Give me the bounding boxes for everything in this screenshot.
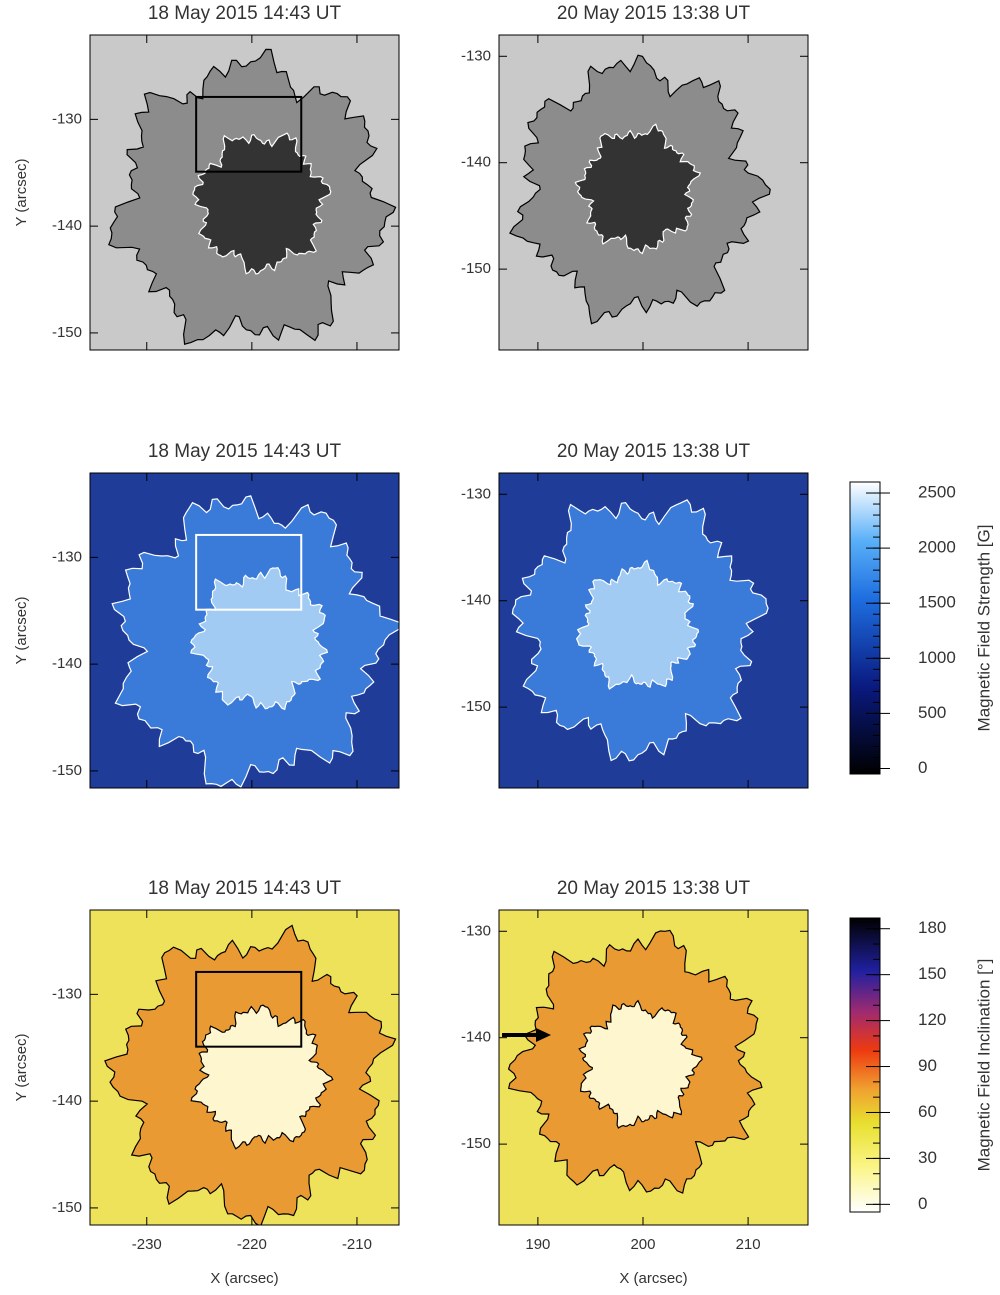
umbra (192, 133, 331, 274)
panel-title: 18 May 2015 14:43 UT (148, 878, 342, 899)
colorbar-tick-label: 180 (918, 918, 946, 937)
frame (498, 472, 809, 789)
outer-contour (509, 54, 771, 325)
x-tick-label: 210 (736, 1236, 761, 1253)
y-tick-label: -140 (52, 1092, 82, 1109)
y-tick-label: -130 (52, 110, 82, 127)
inner-contour (578, 999, 703, 1129)
x-tick-label: 200 (630, 1236, 655, 1253)
colorbar-tick-label: 150 (918, 964, 946, 983)
y-tick-label: -140 (52, 217, 82, 234)
image (499, 35, 808, 350)
panel-title: 20 May 2015 13:38 UT (557, 878, 751, 899)
frame (89, 34, 400, 351)
frame (498, 34, 809, 351)
image (90, 473, 399, 788)
outer-contour (507, 929, 763, 1194)
panel-title: 20 May 2015 13:38 UT (557, 441, 751, 462)
panel-title: 18 May 2015 14:43 UT (148, 3, 342, 24)
colorbar-tick-label: 1000 (918, 648, 956, 667)
y-tick-label: -130 (52, 985, 82, 1002)
y-tick-label: -140 (461, 1029, 491, 1046)
inner-contour (192, 132, 332, 275)
image (90, 35, 399, 350)
outer-contour (108, 48, 397, 345)
umbra (575, 124, 701, 254)
colorbar-tick-label: 30 (918, 1148, 937, 1167)
colorbar-tick-label: 90 (918, 1056, 937, 1075)
colorbar (849, 917, 881, 1213)
arrow-head (536, 1028, 551, 1042)
y-tick-label: -140 (461, 154, 491, 171)
y-tick-label: -130 (461, 922, 491, 939)
colorbar (849, 481, 881, 775)
y-tick-label: -150 (52, 762, 82, 779)
colorbar-label: Magnetic Field Strength [G] (974, 525, 993, 732)
x-axis-label: X (arcsec) (619, 1270, 687, 1287)
y-tick-label: -150 (52, 1199, 82, 1216)
frame (89, 909, 400, 1226)
y-tick-label: -140 (461, 592, 491, 609)
y-tick-label: -150 (52, 324, 82, 341)
colorbar-tick-label: 0 (918, 758, 927, 777)
y-axis-label: Y (arcsec) (13, 596, 30, 664)
umbra (576, 560, 699, 689)
colorbar-tick-label: 2500 (918, 483, 956, 502)
umbra (190, 567, 328, 710)
x-tick-label: -220 (237, 1236, 267, 1253)
region-box (195, 533, 303, 611)
frame (498, 909, 809, 1226)
outer-contour (104, 924, 397, 1225)
y-tick-label: -150 (461, 260, 491, 277)
colorbar-tick-label: 0 (918, 1194, 927, 1213)
inner-contour (190, 567, 329, 711)
inner-contour (574, 123, 702, 255)
frame (89, 472, 400, 789)
colorbar-tick-label: 1500 (918, 593, 956, 612)
umbra (579, 1000, 703, 1128)
x-tick-label: -210 (342, 1236, 372, 1253)
y-tick-label: -130 (461, 485, 491, 502)
panel-title: 18 May 2015 14:43 UT (148, 441, 342, 462)
y-axis-label: Y (arcsec) (13, 1033, 30, 1101)
x-axis-label: X (arcsec) (210, 1270, 278, 1287)
y-tick-label: -140 (52, 655, 82, 672)
region-box (195, 970, 303, 1048)
colorbar-tick-label: 500 (918, 703, 946, 722)
outer-contour (111, 495, 399, 788)
umbra (191, 1005, 333, 1149)
image (499, 910, 808, 1225)
inner-contour (190, 1004, 334, 1150)
panel-title: 20 May 2015 13:38 UT (557, 3, 751, 24)
y-tick-label: -130 (461, 47, 491, 64)
colorbar-tick-label: 2000 (918, 538, 956, 557)
colorbar-tick-label: 120 (918, 1010, 946, 1029)
inner-contour (575, 559, 700, 690)
x-tick-label: 190 (525, 1236, 550, 1253)
y-tick-label: -150 (461, 698, 491, 715)
image (499, 473, 808, 788)
y-tick-label: -150 (461, 1135, 491, 1152)
region-box (195, 95, 303, 173)
y-axis-label: Y (arcsec) (13, 158, 30, 226)
colorbar-label: Magnetic Field Inclination [°] (974, 959, 993, 1172)
image (90, 910, 399, 1225)
colorbar-tick-label: 60 (918, 1102, 937, 1121)
x-tick-label: -230 (132, 1236, 162, 1253)
y-tick-label: -130 (52, 548, 82, 565)
outer-contour (511, 499, 769, 762)
